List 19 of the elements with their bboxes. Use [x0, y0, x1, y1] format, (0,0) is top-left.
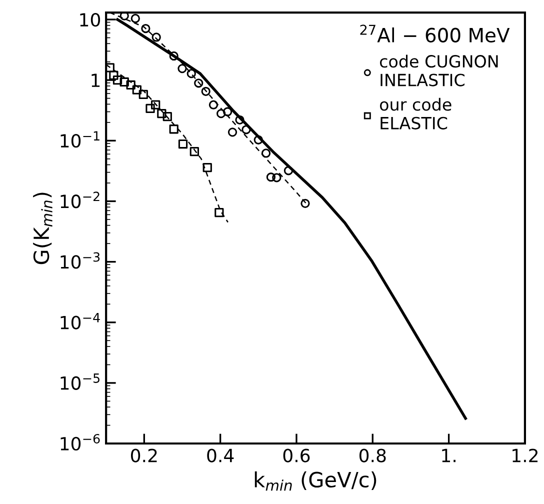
y-tick-label: 10 — [80, 12, 100, 27]
legend-label: code CUGNON INELASTIC — [380, 54, 498, 86]
y-tick-label: 10$^{−5}$ — [60, 374, 100, 390]
x-axis-title: k$_{min}$ (GeV/c) — [254, 471, 376, 491]
x-tick-label: 1. — [442, 448, 456, 462]
y-tick-label: 1 — [92, 74, 100, 87]
x-tick-label: 0.8 — [359, 448, 386, 462]
y-tick-label: 10$^{−1}$ — [60, 131, 100, 148]
y-axis-title: G(K$_{min}$) — [33, 192, 52, 264]
y-tick-label: 10$^{−4}$ — [60, 312, 100, 330]
x-tick-label: 0.2 — [130, 448, 157, 462]
y-tick-label: 10$^{−3}$ — [60, 252, 100, 269]
x-tick-label: 0.6 — [283, 448, 310, 462]
x-tick-label: 1.2 — [512, 448, 538, 462]
legend-title: $^{27}$Al − 600 MeV — [360, 24, 510, 42]
legend-label: our code ELASTIC — [380, 98, 452, 130]
y-tick-label: 10$^{−2}$ — [60, 192, 100, 208]
y-tick-label: 10$^{−6}$ — [60, 434, 100, 450]
x-tick-label: 0.4 — [207, 448, 234, 462]
